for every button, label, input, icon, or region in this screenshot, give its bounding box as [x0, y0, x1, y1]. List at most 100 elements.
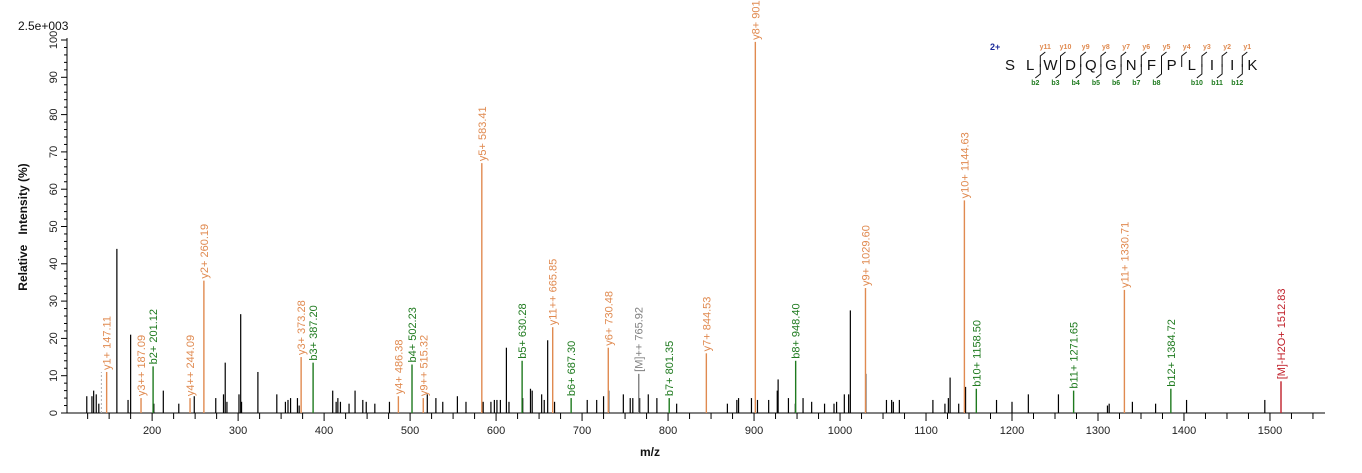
y-cleavage-marker [1120, 51, 1127, 67]
b-ion-label: b11 [1211, 80, 1223, 87]
x-tick-label: 500 [401, 425, 419, 437]
peak-annotation-label: b3+ 387.20 [308, 305, 320, 360]
b-ion-label: b4 [1072, 80, 1080, 87]
b-ion-label: b6 [1112, 80, 1120, 87]
peak-annotation-label: b11+ 1271.65 [1069, 322, 1081, 389]
b-ion-label: b2 [1031, 80, 1039, 87]
x-tick-label: 600 [487, 425, 505, 437]
b-ion-label: b7 [1132, 80, 1140, 87]
peak-annotation-label: y11++ 665.85 [548, 259, 560, 325]
x-axis: 200 300 400 500 600 700 800 900 1000 1100 1200 1300… [67, 412, 1325, 437]
sequence-coverage-panel: 2+S L W D Q G N F P L I I Ky11b2y10b3y9b4y8b5y7b6y6b… [990, 42, 1257, 87]
peak-annotation-label: y4+ 486.38 [393, 339, 405, 394]
b-cleavage-marker [1135, 64, 1142, 79]
peak-annotation-label: b12+ 1384.72 [1166, 319, 1178, 387]
charge-state-label: 2+ [990, 42, 1000, 52]
y-ion-label: y1 [1243, 44, 1251, 51]
peak-annotation-label: b4+ 502.23 [407, 307, 419, 362]
sequence-residue: S [1005, 57, 1015, 74]
x-tick-label: 1400 [1172, 425, 1196, 437]
x-tick-label: 1100 [914, 425, 938, 437]
b-cleavage-marker [1055, 64, 1061, 79]
y-tick-label: 0 [48, 410, 60, 416]
sequence-residue: D [1065, 57, 1076, 74]
b-ion-label: b5 [1092, 80, 1100, 87]
b-cleavage-marker [1075, 64, 1082, 79]
y-cleavage-marker [1039, 51, 1046, 67]
peak-annotation-label: y7+ 844.53 [701, 297, 713, 352]
y-cleavage-marker [1241, 51, 1248, 67]
sequence-residue: N [1126, 57, 1137, 74]
peak-annotation-label: b10+ 1158.50 [971, 320, 983, 387]
y-tick-label: 60 [48, 183, 60, 195]
y-ion-label: y2 [1223, 44, 1231, 51]
sequence-residue: F [1147, 57, 1156, 74]
peak-annotation-label: y9+ 1029.60 [860, 225, 872, 286]
sequence-residue: I [1230, 57, 1234, 74]
b-cleavage-marker [1095, 64, 1102, 79]
peak-annotation-label: y3++ 187.09 [136, 335, 148, 396]
b-cleavage-marker [1216, 64, 1223, 79]
peak-annotation-label: y1+ 147.11 [102, 316, 114, 370]
y-ion-label: y5 [1163, 44, 1171, 51]
x-tick-label: 800 [659, 425, 677, 437]
y-tick-label: 50 [48, 220, 60, 232]
y-tick-label: 90 [48, 71, 60, 83]
y-tick-label: 30 [48, 295, 60, 307]
sequence-residue: I [1210, 57, 1214, 74]
y-ion-label: y4 [1183, 44, 1191, 51]
x-tick-label: 900 [745, 425, 763, 437]
b-ion-label: b3 [1051, 80, 1059, 87]
y-ion-label: y11 [1040, 44, 1051, 51]
sequence-residue: W [1043, 57, 1058, 74]
y-ion-label: y10 [1060, 44, 1072, 51]
b-cleavage-marker [1115, 64, 1122, 79]
y-ion-label: y3 [1203, 44, 1211, 51]
y-tick-label: 100 [48, 31, 60, 49]
x-axis-title: m/z [640, 445, 660, 459]
y-cleavage-marker [1140, 51, 1147, 67]
y-ion-label: y6 [1142, 44, 1150, 51]
y-tick-label: 10 [48, 370, 60, 382]
b-ion-label: b10 [1191, 80, 1203, 87]
y-tick-label: 20 [48, 332, 60, 344]
y-ion-label: y9 [1082, 44, 1090, 51]
peak-annotation-label: y2+ 260.19 [199, 224, 211, 279]
b-cleavage-marker [1236, 64, 1243, 79]
x-tick-label: 200 [143, 425, 161, 437]
x-tick-label: 1000 [828, 425, 852, 437]
b-cleavage-marker [1034, 64, 1041, 79]
unassigned-peaks [86, 248, 1266, 413]
sequence-residue: P [1167, 57, 1177, 74]
peak-annotation-label: y4++ 244.09 [185, 335, 197, 396]
x-tick-label: 400 [315, 425, 333, 437]
peak-annotation-label: [M]++ 765.92 [634, 307, 646, 372]
y-axis: 0 10 20 30 40 50 60 70 80 90 100 [48, 31, 68, 416]
x-tick-label: 1200 [1000, 425, 1024, 437]
y-axis-title: Relative Intensity (%) [16, 163, 30, 290]
peak-annotation-label: y3+ 373.28 [296, 300, 308, 355]
peak-annotation-label: b8+ 948.40 [791, 303, 803, 358]
peak-annotation-label: y8+ 901.5 [750, 0, 762, 40]
peak-annotation-label: b5+ 630.28 [517, 303, 529, 358]
y-ion-label: y7 [1122, 44, 1130, 51]
y-cleavage-marker [1060, 51, 1066, 67]
annotated-peaks: y1+ 147.11 y3++ 187.09 b2+ 201.12 y4++ 244.… [102, 0, 1288, 413]
x-tick-label: 1500 [1258, 425, 1282, 437]
x-tick-label: 300 [229, 425, 247, 437]
y-tick-label: 80 [48, 108, 60, 120]
peak-annotation-label: [M]-H2O+ 1512.83 [1276, 288, 1288, 379]
peak-annotation-label: b2+ 201.12 [148, 309, 160, 364]
peak-annotation-label: y10+ 1144.63 [959, 132, 971, 198]
peak-annotation-label: y6+ 730.48 [603, 291, 615, 346]
y-cleavage-marker [1080, 51, 1087, 67]
b-cleavage-marker [1156, 64, 1162, 79]
sequence-residue: K [1247, 57, 1257, 74]
x-tick-label: 1300 [1086, 425, 1110, 437]
y-ion-label: y8 [1102, 44, 1110, 51]
y-cleavage-marker [1161, 51, 1167, 67]
y-tick-label: 70 [48, 146, 60, 158]
peak-annotation-label: b7+ 801.35 [664, 341, 676, 396]
y-cleavage-marker [1181, 51, 1188, 67]
intensity-scale-label: 2.5e+003 [18, 19, 69, 33]
